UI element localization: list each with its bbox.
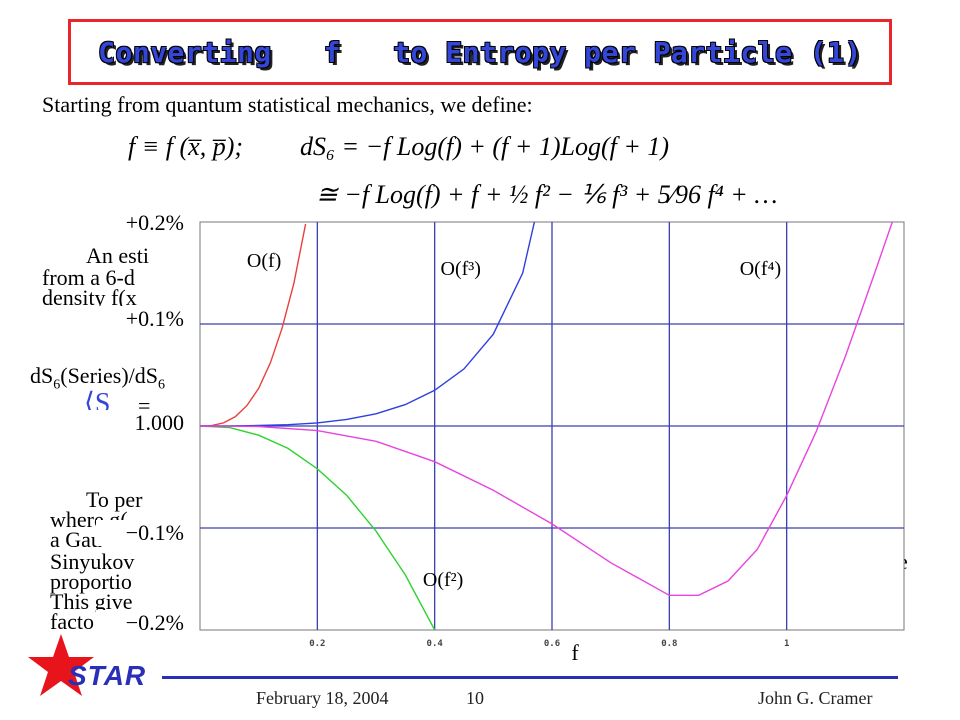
occluded-text-2: from a 6-d — [42, 265, 135, 290]
x-tick-label: 1 — [784, 639, 789, 649]
equation-definition: f ≡ f (x̅, p̅); — [128, 132, 244, 161]
y-tick-label: 1.000 — [86, 410, 184, 436]
curve-label: O(f⁴) — [740, 258, 781, 280]
occluded-text-9: This give — [50, 589, 133, 614]
star-logo-icon — [28, 634, 94, 696]
y-tick-label: −0.1% — [96, 520, 184, 546]
intro-text: Starting from quantum statistical mechan… — [42, 92, 533, 117]
series-line — [200, 222, 536, 427]
footer-author: John G. Cramer — [758, 688, 873, 708]
curve-label: O(f²) — [423, 569, 463, 591]
x-tick-label: 0.2 — [309, 639, 325, 649]
y-tick-label: +0.2% — [125, 210, 184, 235]
occluded-text-6: a Gau — [50, 527, 102, 552]
equation-ds6: dS₆ = −f Log(f) + (f + 1)Log(f + 1) — [300, 132, 670, 161]
occluded-text-10: facto — [50, 609, 94, 634]
title-border — [68, 19, 892, 85]
series-line — [200, 425, 436, 630]
y-tick-label: +0.1% — [86, 306, 184, 332]
curve-label: O(f³) — [441, 258, 481, 280]
footer-page-number: 10 — [466, 688, 484, 708]
occluded-text-7: Sinyukov — [50, 549, 135, 574]
occluded-text-1: An esti — [86, 243, 149, 268]
footer-date: February 18, 2004 — [256, 688, 389, 708]
star-logo-text: STAR — [68, 660, 147, 691]
y-tick-label: −0.2% — [96, 610, 184, 636]
x-tick-label: 0.6 — [544, 639, 560, 649]
occluded-text-8: proportio — [50, 569, 132, 594]
y-axis-label: dS6(Series)/dS6 — [30, 363, 166, 393]
x-tick-label: 0.4 — [427, 639, 444, 649]
x-axis-label: f — [571, 640, 579, 665]
curve-label: O(f) — [247, 250, 281, 272]
footer-rule — [162, 676, 898, 679]
x-tick-label: 0.8 — [661, 639, 677, 649]
occluded-text-3: density f(x — [42, 285, 137, 310]
occluded-text-4: To per — [86, 487, 143, 512]
equation-series: ≅ −f Log(f) + f + ½ f² − ⅙ f³ + 5⁄96 f⁴ … — [316, 180, 778, 209]
series-line — [200, 223, 307, 427]
series-line — [200, 222, 893, 596]
slide-title: Converting f to Entropy per Particle (1) — [98, 35, 862, 69]
